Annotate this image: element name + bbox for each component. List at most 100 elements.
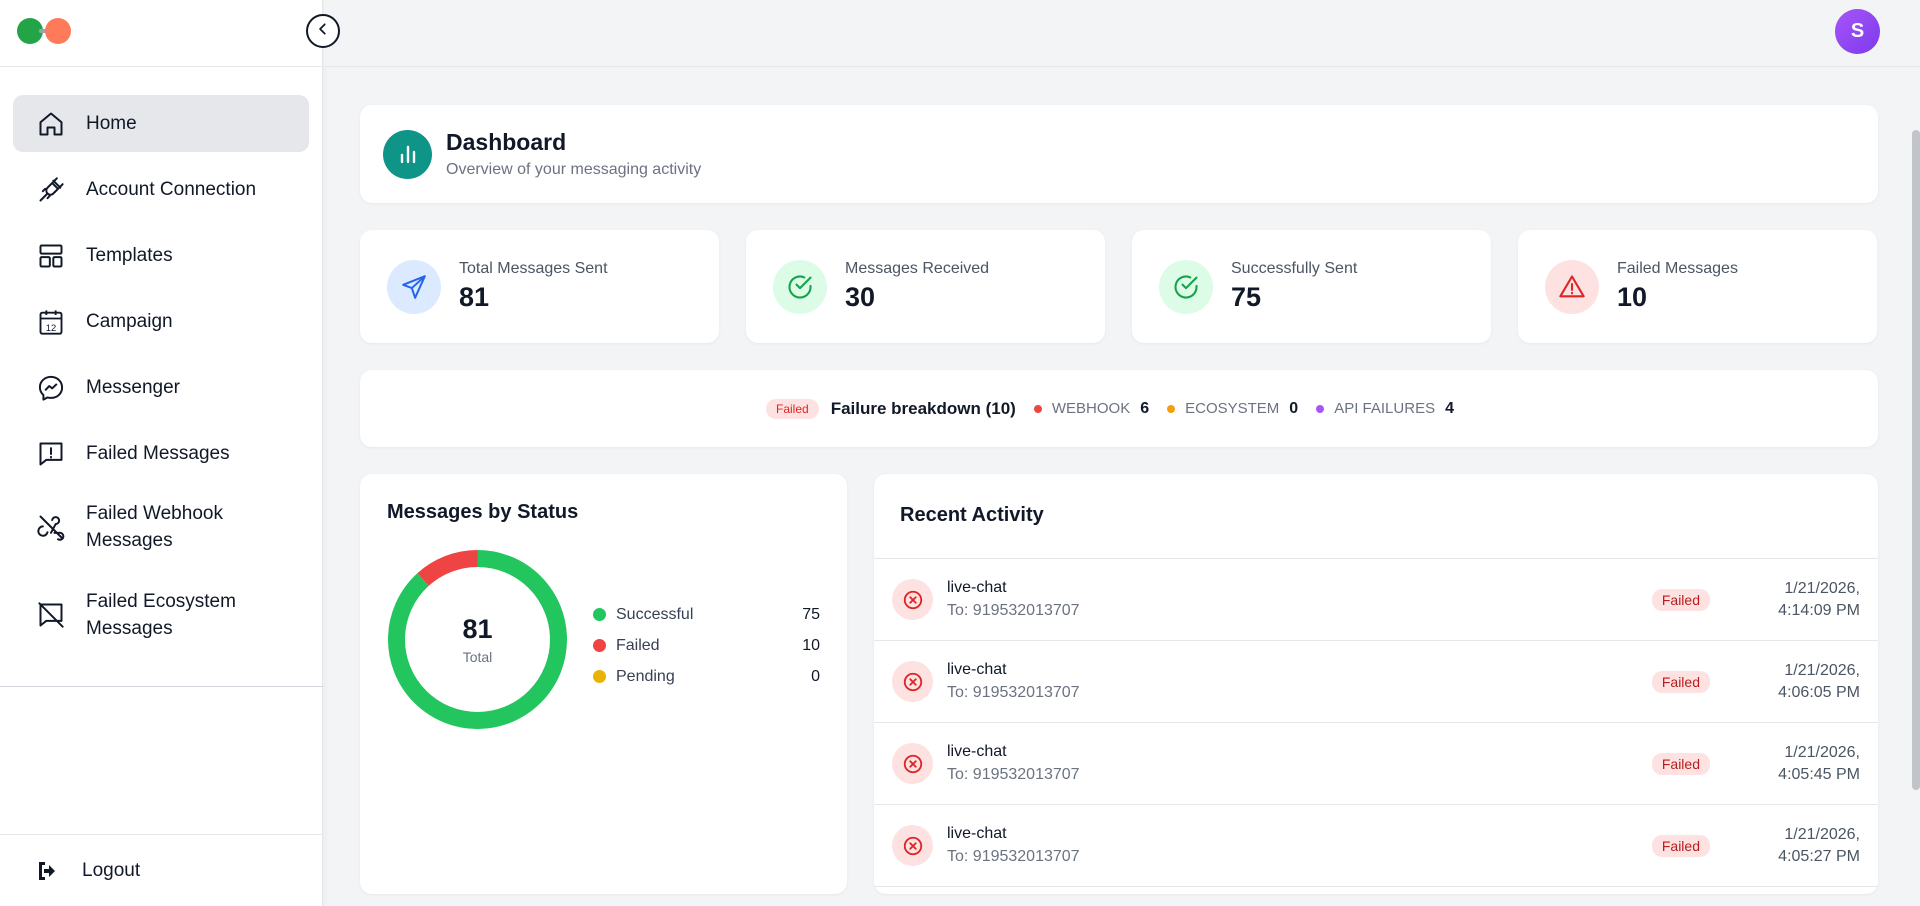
activity-time: 4:05:27 PM [1778,847,1860,865]
sidebar-item-label: Home [86,113,137,134]
legend-item-failed: Failed 10 [593,630,820,661]
donut-svg [388,550,567,729]
activity-recipient: To: 919532013707 [947,766,1080,783]
main-content: Dashboard Overview of your messaging act… [360,105,1878,894]
section-title: Recent Activity [900,504,1044,526]
status-badge: Failed [1651,834,1710,857]
sidebar-item-label: Failed Messages [86,443,230,464]
stat-value: 81 [459,282,490,312]
stat-card-total-sent: Total Messages Sent 81 [360,230,719,343]
stat-value: 75 [1231,282,1262,312]
messenger-icon [36,373,66,403]
sidebar-nav: Home Account Connection Templates 12 Cam… [0,67,322,651]
avatar[interactable]: S [1835,9,1880,54]
breakdown-name: ECOSYSTEM [1185,400,1280,417]
logout-button[interactable]: Logout [0,835,323,906]
sidebar-item-label: Account Connection [86,179,257,200]
activity-recipient: To: 919532013707 [947,684,1080,701]
page-subtitle: Overview of your messaging activity [446,161,702,178]
recent-activity-card: Recent Activity live-chat To: 9195320137… [874,474,1878,894]
legend-dot [593,639,606,652]
sidebar-item-messenger[interactable]: Messenger [13,359,309,416]
home-icon [36,109,66,139]
stat-label: Messages Received [845,260,990,277]
messages-by-status-card: Messages by Status 81 Total Successful 7… [360,474,847,894]
legend-value: 75 [802,605,820,623]
breakdown-title: Failure breakdown (10) [830,398,1016,418]
calendar-icon: 12 [36,307,66,337]
send-icon [387,259,441,314]
sidebar-item-label: Campaign [86,311,173,332]
activity-time: 4:06:05 PM [1778,683,1860,701]
activity-name: live-chat [947,661,1007,678]
x-circle-icon [892,825,933,866]
logout-area: Logout [0,834,323,906]
list-item[interactable]: live-chat To: 919532013707 Failed 1/21/2… [874,641,1878,723]
legend-dot [593,670,606,683]
legend-dot [593,608,606,621]
legend-name: Failed [616,636,660,654]
breakdown-value: 0 [1289,399,1299,417]
activity-name: live-chat [947,743,1007,760]
topbar: S [324,0,1920,67]
scrollbar[interactable] [1912,130,1920,790]
sidebar-item-failed-ecosystem-messages[interactable]: Failed Ecosystem Messages [13,579,309,651]
stat-value: 30 [845,282,876,312]
activity-recipient: To: 919532013707 [947,848,1080,865]
sidebar-item-label: Failed Webhook Messages [86,503,223,551]
activity-name: live-chat [947,825,1007,842]
legend-name: Pending [616,667,675,685]
app-logo [17,18,77,44]
activity-name: live-chat [947,579,1007,596]
logout-icon [34,858,60,884]
collapse-sidebar-button[interactable] [306,14,340,48]
status-donut-chart: 81 Total [387,549,568,730]
status-badge: Failed [1651,588,1710,611]
stat-card-received: Messages Received 30 [746,230,1105,343]
breakdown-value: 6 [1140,399,1150,417]
list-item[interactable]: live-chat To: 919532013707 Failed 1/21/2… [874,805,1878,887]
sidebar: Home Account Connection Templates 12 Cam… [0,0,323,906]
sidebar-divider [0,686,323,687]
legend-item-pending: Pending 0 [593,661,820,692]
list-item[interactable]: live-chat To: 919532013707 Failed 1/21/2… [874,559,1878,641]
message-alert-icon [36,439,66,469]
status-badge: Failed [1651,752,1710,775]
legend-value: 0 [811,667,820,685]
stat-label: Total Messages Sent [459,260,608,277]
activity-header: Recent Activity [874,474,1878,559]
stat-label: Failed Messages [1617,260,1738,277]
legend-value: 10 [802,636,820,654]
donut-segment-failed [388,550,567,729]
sidebar-item-failed-messages[interactable]: Failed Messages [13,425,309,482]
legend-item-successful: Successful 75 [593,599,820,630]
donut-center: 81 Total [387,549,568,730]
list-item[interactable]: live-chat To: 919532013707 Failed 1/21/2… [874,723,1878,805]
sidebar-item-home[interactable]: Home [13,95,309,152]
donut-total: 81 [462,614,493,644]
sidebar-item-label: Templates [86,245,173,266]
plug-icon [36,175,66,205]
check-circle-icon [773,259,827,314]
legend-name: Successful [616,605,694,623]
status-dot [1033,404,1042,413]
sidebar-item-account-connection[interactable]: Account Connection [13,161,309,218]
layout-icon [36,241,66,271]
dashboard-header: Dashboard Overview of your messaging act… [360,105,1878,203]
activity-date: 1/21/2026, [1784,661,1860,679]
brand-area [0,0,322,67]
x-circle-icon [892,661,933,702]
activity-time: 4:14:09 PM [1778,601,1860,619]
sidebar-item-failed-webhook-messages[interactable]: Failed Webhook Messages [13,491,309,563]
status-legend: Successful 75 Failed 10 Pending 0 [593,599,820,692]
x-circle-icon [892,743,933,784]
status-dot [1167,404,1176,413]
activity-date: 1/21/2026, [1784,743,1860,761]
sidebar-item-campaign[interactable]: 12 Campaign [13,293,309,350]
sidebar-item-label: Messenger [86,377,180,398]
stat-value: 10 [1617,282,1648,312]
activity-date: 1/21/2026, [1784,825,1860,843]
failure-breakdown: Failed Failure breakdown (10) WEBHOOK 6 … [360,370,1878,447]
breakdown-item-api-failures: API FAILURES 4 [1316,400,1454,418]
sidebar-item-templates[interactable]: Templates [13,227,309,284]
